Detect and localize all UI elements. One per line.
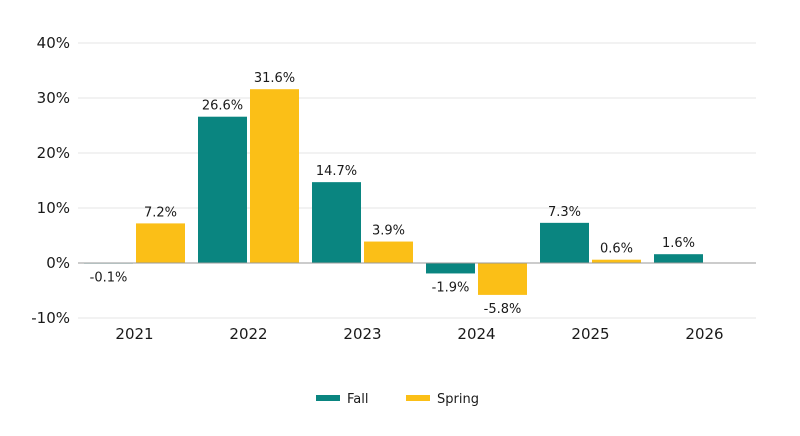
y-tick-label: 30%: [37, 89, 70, 107]
y-tick-label: 40%: [37, 34, 70, 52]
bars: [84, 89, 703, 295]
bar-fall-2023: [312, 182, 361, 263]
legend-swatch-fall: [316, 395, 340, 401]
y-tick-label: -10%: [31, 309, 70, 327]
data-label: -5.8%: [484, 302, 522, 317]
y-tick-label: 20%: [37, 144, 70, 162]
data-label: -0.1%: [90, 271, 128, 286]
data-label: 0.6%: [600, 242, 633, 257]
data-label: 31.6%: [254, 71, 295, 86]
data-label: 7.3%: [548, 205, 581, 220]
data-label: 3.9%: [372, 224, 405, 239]
x-tick-label: 2021: [115, 325, 153, 343]
bar-fall-2026: [654, 254, 703, 263]
bar-fall-2024: [426, 263, 475, 274]
data-label: 14.7%: [316, 164, 357, 179]
y-tick-label: 10%: [37, 199, 70, 217]
x-tick-label: 2023: [343, 325, 381, 343]
x-tick-label: 2025: [571, 325, 609, 343]
gridlines: [78, 42, 756, 319]
x-tick-label: 2026: [685, 325, 723, 343]
data-label: 1.6%: [662, 236, 695, 251]
data-label: 26.6%: [202, 99, 243, 114]
bar-spring-2025: [592, 259, 641, 263]
x-tick-label: 2022: [229, 325, 267, 343]
legend-label-spring: Spring: [437, 392, 479, 407]
data-labels: -0.1% 7.2% 26.6% 31.6% 14.7% 3.9% -1.9% -5.8% 7.…: [90, 71, 695, 317]
bar-fall-2025: [540, 222, 589, 263]
y-axis: -10% 0% 10% 20% 30% 40%: [31, 34, 70, 327]
legend-swatch-spring: [406, 395, 430, 401]
bar-fall-2022: [198, 116, 247, 263]
bar-spring-2022: [250, 89, 299, 263]
x-tick-label: 2024: [457, 325, 495, 343]
x-axis: 2021 2022 2023 2024 2025 2026: [115, 325, 723, 343]
legend: Fall Spring: [316, 392, 479, 407]
legend-label-fall: Fall: [347, 392, 368, 407]
y-tick-label: 0%: [46, 254, 70, 272]
bar-spring-2024: [478, 263, 527, 295]
bar-spring-2023: [364, 241, 413, 263]
data-label: 7.2%: [144, 205, 177, 220]
data-label: -1.9%: [432, 280, 470, 295]
bar-spring-2021: [136, 223, 185, 263]
